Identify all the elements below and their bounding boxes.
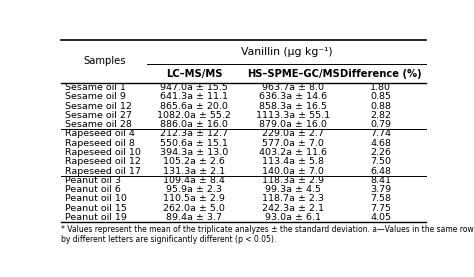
- Text: 262.0a ± 5.0: 262.0a ± 5.0: [164, 204, 225, 212]
- Text: 105.2a ± 2.6: 105.2a ± 2.6: [164, 157, 225, 166]
- Text: 1113.3a ± 55.1: 1113.3a ± 55.1: [256, 111, 330, 120]
- Text: Peanut oil 6: Peanut oil 6: [65, 185, 121, 194]
- Text: * Values represent the mean of the triplicate analyzes ± the standard deviation.: * Values represent the mean of the tripl…: [61, 225, 474, 244]
- Text: 7.58: 7.58: [370, 194, 391, 203]
- Text: 636.3a ± 14.6: 636.3a ± 14.6: [259, 92, 328, 101]
- Text: Vanillin (μg kg⁻¹): Vanillin (μg kg⁻¹): [241, 47, 332, 57]
- Text: Peanut oil 10: Peanut oil 10: [65, 194, 128, 203]
- Text: 0.85: 0.85: [370, 92, 391, 101]
- Text: 131.3a ± 2.1: 131.3a ± 2.1: [163, 166, 225, 176]
- Text: 394.3a ± 13.0: 394.3a ± 13.0: [160, 148, 228, 157]
- Text: 4.05: 4.05: [370, 213, 391, 222]
- Text: Rapeseed oil 10: Rapeseed oil 10: [65, 148, 141, 157]
- Text: 7.75: 7.75: [370, 204, 391, 212]
- Text: Sesame oil 9: Sesame oil 9: [65, 92, 127, 101]
- Text: 3.79: 3.79: [370, 185, 391, 194]
- Text: 1082.0a ± 55.2: 1082.0a ± 55.2: [157, 111, 231, 120]
- Text: Sesame oil 28: Sesame oil 28: [65, 120, 132, 129]
- Text: 858.3a ± 16.5: 858.3a ± 16.5: [259, 102, 328, 111]
- Text: 963.7a ± 8.0: 963.7a ± 8.0: [263, 83, 324, 92]
- Text: 95.9a ± 2.3: 95.9a ± 2.3: [166, 185, 222, 194]
- Text: 118.3a ± 2.9: 118.3a ± 2.9: [263, 176, 324, 185]
- Text: 1.80: 1.80: [370, 83, 391, 92]
- Text: Sesame oil 1: Sesame oil 1: [65, 83, 127, 92]
- Text: Samples: Samples: [83, 56, 126, 66]
- Text: 8.41: 8.41: [370, 176, 391, 185]
- Text: 641.3a ± 11.1: 641.3a ± 11.1: [160, 92, 228, 101]
- Text: 2.82: 2.82: [370, 111, 391, 120]
- Text: Rapeseed oil 4: Rapeseed oil 4: [65, 129, 136, 138]
- Text: 93.0a ± 6.1: 93.0a ± 6.1: [265, 213, 321, 222]
- Text: Sesame oil 12: Sesame oil 12: [65, 102, 132, 111]
- Text: 212.3a ± 12.7: 212.3a ± 12.7: [160, 129, 228, 138]
- Text: 6.48: 6.48: [370, 166, 391, 176]
- Text: 113.4a ± 5.8: 113.4a ± 5.8: [263, 157, 324, 166]
- Text: 865.6a ± 20.0: 865.6a ± 20.0: [160, 102, 228, 111]
- Text: 140.0a ± 7.0: 140.0a ± 7.0: [263, 166, 324, 176]
- Text: 2.26: 2.26: [370, 148, 391, 157]
- Text: Rapeseed oil 17: Rapeseed oil 17: [65, 166, 141, 176]
- Text: 7.74: 7.74: [370, 129, 391, 138]
- Text: Peanut oil 15: Peanut oil 15: [65, 204, 128, 212]
- Text: 577.0a ± 7.0: 577.0a ± 7.0: [263, 139, 324, 148]
- Text: 4.68: 4.68: [370, 139, 391, 148]
- Text: 118.7a ± 2.3: 118.7a ± 2.3: [263, 194, 324, 203]
- Text: 879.0a ± 16.0: 879.0a ± 16.0: [259, 120, 328, 129]
- Text: LC–MS/MS: LC–MS/MS: [166, 68, 222, 79]
- Text: 99.3a ± 4.5: 99.3a ± 4.5: [265, 185, 321, 194]
- Text: 403.2a ± 11.6: 403.2a ± 11.6: [259, 148, 328, 157]
- Text: 89.4a ± 3.7: 89.4a ± 3.7: [166, 213, 222, 222]
- Text: 109.4a ± 8.4: 109.4a ± 8.4: [164, 176, 225, 185]
- Text: 886.0a ± 16.0: 886.0a ± 16.0: [160, 120, 228, 129]
- Text: Difference (%): Difference (%): [340, 68, 421, 79]
- Text: Rapeseed oil 12: Rapeseed oil 12: [65, 157, 141, 166]
- Text: 550.6a ± 15.1: 550.6a ± 15.1: [160, 139, 228, 148]
- Text: Peanut oil 3: Peanut oil 3: [65, 176, 121, 185]
- Text: HS–SPME–GC/MS: HS–SPME–GC/MS: [247, 68, 340, 79]
- Text: 229.0a ± 2.7: 229.0a ± 2.7: [263, 129, 324, 138]
- Text: 7.50: 7.50: [370, 157, 391, 166]
- Text: 110.5a ± 2.9: 110.5a ± 2.9: [164, 194, 225, 203]
- Text: 0.79: 0.79: [370, 120, 391, 129]
- Text: 947.0a ± 15.5: 947.0a ± 15.5: [160, 83, 228, 92]
- Text: 0.88: 0.88: [370, 102, 391, 111]
- Text: Peanut oil 19: Peanut oil 19: [65, 213, 128, 222]
- Text: Sesame oil 27: Sesame oil 27: [65, 111, 132, 120]
- Text: Rapeseed oil 8: Rapeseed oil 8: [65, 139, 136, 148]
- Text: 242.3a ± 2.1: 242.3a ± 2.1: [263, 204, 324, 212]
